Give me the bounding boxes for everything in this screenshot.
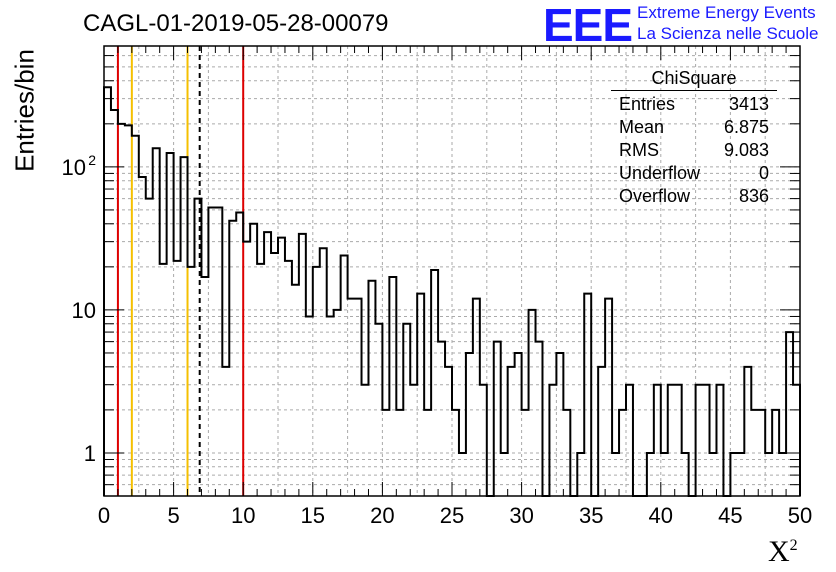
stat-value: 836 bbox=[738, 186, 769, 206]
stat-value: 0 bbox=[758, 163, 769, 183]
stat-value: 3413 bbox=[728, 94, 769, 114]
logo-tagline-2: La Scienza nelle Scuole bbox=[637, 24, 819, 43]
x-axis-label-exponent: 2 bbox=[789, 537, 798, 554]
x-tick-label: 45 bbox=[718, 503, 742, 528]
chart-title: CAGL-01-2019-05-28-00079 bbox=[83, 10, 389, 37]
x-tick-label: 5 bbox=[167, 503, 179, 528]
y-tick-label: 1 bbox=[84, 441, 96, 466]
y-tick-label: 10 bbox=[62, 155, 86, 180]
eee-logo: EEE bbox=[543, 0, 633, 51]
y-tick-label-exponent: 2 bbox=[88, 152, 96, 168]
histogram-step-line bbox=[103, 86, 801, 497]
x-tick-label: 10 bbox=[231, 503, 255, 528]
reference-lines bbox=[116, 46, 245, 496]
stat-label: Entries bbox=[619, 94, 676, 114]
stat-label: Underflow bbox=[619, 163, 701, 183]
stats-title: ChiSquare bbox=[611, 68, 777, 91]
stat-label: RMS bbox=[619, 140, 659, 160]
x-tick-label: 25 bbox=[440, 503, 464, 528]
stat-label: Mean bbox=[619, 117, 665, 137]
stats-box: ChiSquare Entries 3413 Mean 6.875 RMS 9.083… bbox=[611, 68, 777, 208]
x-axis-label: X2 bbox=[768, 535, 798, 569]
x-tick-label: 50 bbox=[788, 503, 812, 528]
x-tick-label: 40 bbox=[649, 503, 673, 528]
x-tick-label: 0 bbox=[98, 503, 110, 528]
stat-row-entries: Entries 3413 bbox=[611, 93, 777, 116]
y-axis-label: Entries/bin bbox=[9, 49, 40, 172]
y-tick-label: 10 bbox=[72, 298, 96, 323]
x-tick-label: 35 bbox=[579, 503, 603, 528]
x-tick-label: 15 bbox=[301, 503, 325, 528]
stat-row-overflow: Overflow 836 bbox=[611, 185, 777, 208]
x-axis-label-base: X bbox=[768, 535, 790, 568]
x-tick-label: 20 bbox=[370, 503, 394, 528]
logo-tagline-1: Extreme Energy Events bbox=[637, 3, 816, 22]
stat-label: Overflow bbox=[619, 186, 691, 206]
stat-row-mean: Mean 6.875 bbox=[611, 116, 777, 139]
stat-value: 6.875 bbox=[723, 117, 769, 137]
stat-row-rms: RMS 9.083 bbox=[611, 139, 777, 162]
stat-row-underflow: Underflow 0 bbox=[611, 162, 777, 185]
stat-value: 9.083 bbox=[723, 140, 769, 160]
x-tick-label: 30 bbox=[509, 503, 533, 528]
